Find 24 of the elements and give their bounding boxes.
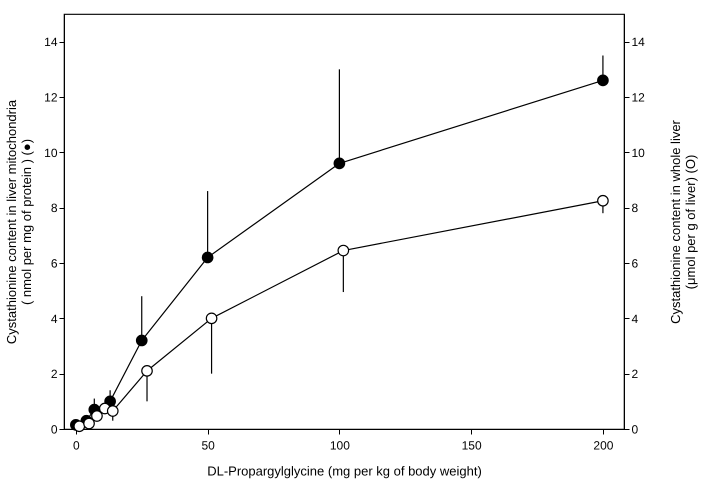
- y-tick-label: 12: [44, 90, 58, 104]
- y2-tick-label: 8: [632, 201, 638, 216]
- y-tick-label: 8: [50, 201, 58, 216]
- x-tick-label: 100: [330, 438, 350, 452]
- x-axis-title: DL-Propargylglycine (mg per kg of body weight): [207, 464, 482, 478]
- y-tick-label: 10: [44, 146, 58, 160]
- y-tick-label: 4: [50, 312, 58, 326]
- x-tick-label: 0: [73, 438, 80, 452]
- y2-tick-label: 2: [632, 367, 638, 382]
- y-tick-label: 14: [44, 35, 58, 50]
- x-tick-label: 150: [462, 438, 482, 452]
- x-tick-label: 200: [593, 438, 614, 452]
- y-tick-label: 6: [50, 256, 58, 270]
- y2-tick-label: 4: [632, 312, 638, 326]
- y2-tick-label: 10: [632, 146, 646, 160]
- x-tick-label: 50: [201, 438, 216, 452]
- y2-axis-title: Cystathionine content in whole liver (μmol per g of liver) (O): [668, 119, 698, 324]
- y2-tick-label: 14: [632, 35, 646, 50]
- y-axis-title: Cystathionine content in liver mitochondria ( nmol per mg of protein ) (●): [4, 99, 34, 344]
- y-tick-label: 2: [50, 367, 58, 382]
- y2-tick-label: 6: [632, 256, 638, 270]
- y2-tick-label: 0: [632, 422, 638, 436]
- y2-tick-label: 12: [632, 90, 646, 104]
- y-tick-label: 0: [50, 422, 58, 436]
